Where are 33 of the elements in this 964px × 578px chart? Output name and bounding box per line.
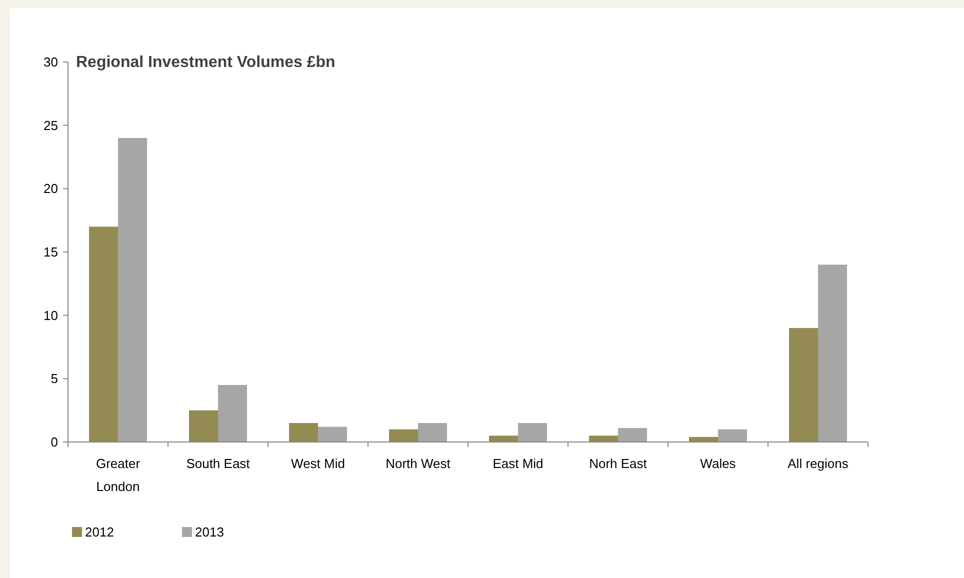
x-tick-label: Norh East bbox=[589, 456, 648, 471]
bar bbox=[218, 385, 247, 442]
bar bbox=[389, 429, 418, 442]
y-tick-label: 0 bbox=[50, 434, 58, 450]
x-tick-label: East Mid bbox=[492, 456, 544, 471]
x-tick-label: South East bbox=[186, 456, 250, 471]
bar bbox=[289, 423, 318, 442]
y-tick-label: 30 bbox=[44, 54, 58, 70]
bar bbox=[718, 429, 747, 442]
bar bbox=[89, 226, 118, 442]
x-tick-label: Greater London bbox=[96, 456, 141, 494]
y-tick-label: 20 bbox=[44, 181, 58, 196]
x-tick-label: West Mid bbox=[291, 456, 345, 471]
bar bbox=[118, 138, 147, 442]
chart-title: Regional Investment Volumes £bn bbox=[76, 54, 336, 71]
y-tick-label: 25 bbox=[44, 118, 58, 133]
bar bbox=[489, 436, 518, 442]
bar bbox=[189, 410, 218, 442]
bar bbox=[318, 426, 347, 442]
y-tick-label: 5 bbox=[50, 371, 58, 386]
bar bbox=[818, 264, 847, 442]
x-tick-label: Wales bbox=[700, 456, 736, 471]
x-tick-label: All regions bbox=[788, 456, 849, 471]
bar bbox=[518, 423, 547, 442]
bar bbox=[789, 328, 818, 442]
bar bbox=[418, 423, 447, 442]
x-tick-label: North West bbox=[386, 456, 451, 471]
legend-label: 2012 bbox=[85, 524, 114, 540]
y-tick-label: 10 bbox=[44, 308, 58, 323]
y-tick-label: 15 bbox=[44, 244, 58, 260]
bar bbox=[618, 428, 647, 442]
legend-label: 2013 bbox=[195, 524, 224, 540]
bar bbox=[589, 436, 618, 442]
